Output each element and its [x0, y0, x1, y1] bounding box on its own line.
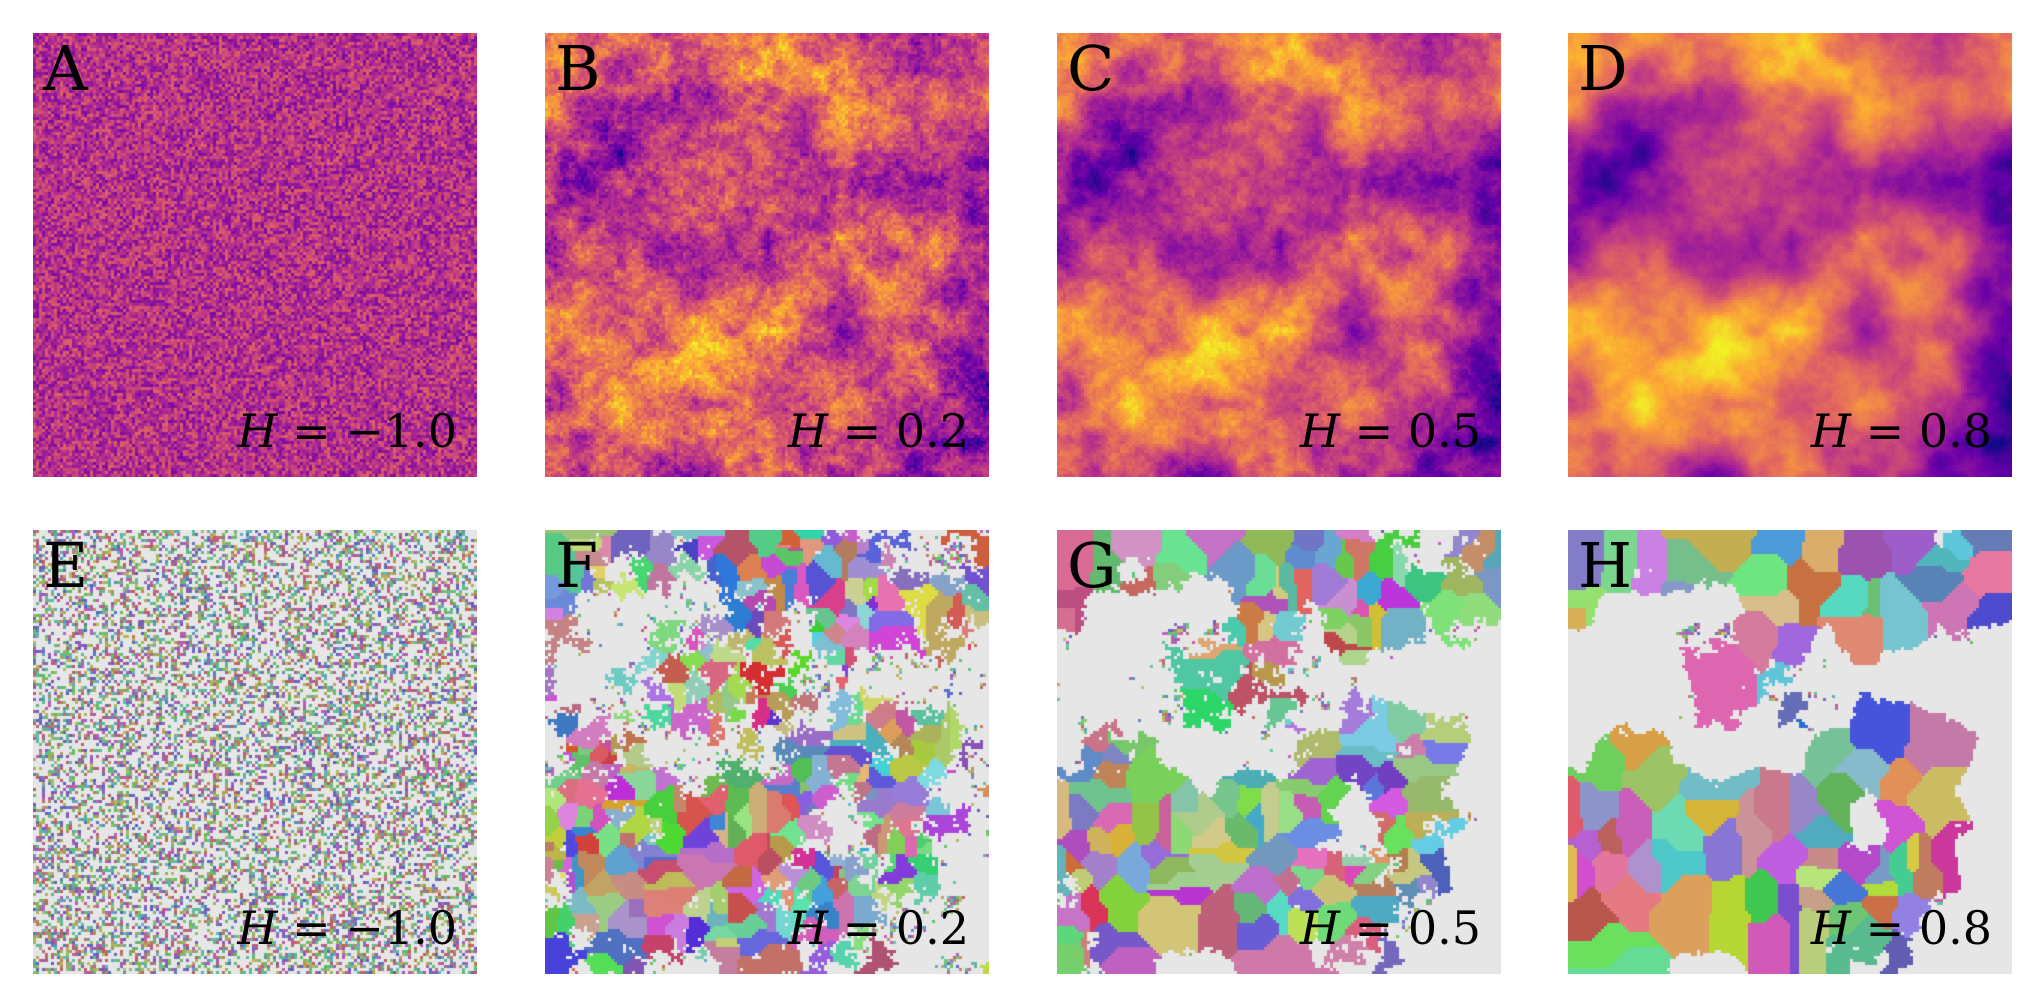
panel-letter: D	[1578, 33, 1628, 105]
hurst-symbol: H	[1299, 901, 1341, 955]
hurst-symbol: H	[237, 901, 278, 955]
cluster-panel-h: H H = 0.8	[1568, 530, 2012, 974]
hurst-value: = 0.8	[1851, 901, 1992, 955]
field-panel-b: B H = 0.2	[545, 33, 989, 477]
field-panel-c: C H = 0.5	[1057, 33, 1501, 477]
cluster-panel-g: G H = 0.5	[1057, 530, 1501, 974]
panel-letter: E	[43, 530, 89, 602]
panel-letter: B	[555, 33, 601, 105]
hurst-symbol: H	[1810, 901, 1852, 955]
hurst-label: H = 0.5	[1300, 405, 1481, 457]
hurst-label: H = 0.8	[1811, 405, 1992, 457]
hurst-label: H = 0.2	[788, 405, 969, 457]
hurst-label: H = −1.0	[237, 405, 457, 457]
hurst-symbol: H	[787, 404, 829, 458]
hurst-label: H = 0.8	[1811, 902, 1992, 954]
hurst-symbol: H	[1810, 404, 1852, 458]
panel-letter: C	[1067, 33, 1115, 105]
hurst-label: H = 0.5	[1300, 902, 1481, 954]
panel-letter: G	[1067, 530, 1117, 602]
field-image	[1568, 33, 2012, 477]
hurst-symbol: H	[237, 404, 278, 458]
hurst-value: = 0.8	[1851, 404, 1992, 458]
hurst-value: = 0.5	[1340, 404, 1481, 458]
panel-letter: A	[43, 33, 88, 105]
cluster-image	[545, 530, 989, 974]
hurst-label: H = 0.2	[788, 902, 969, 954]
hurst-value: = 0.2	[828, 404, 969, 458]
cluster-image	[1568, 530, 2012, 974]
hurst-symbol: H	[1299, 404, 1341, 458]
hurst-value: = −1.0	[277, 901, 457, 955]
cluster-panel-f: F H = 0.2	[545, 530, 989, 974]
field-image	[545, 33, 989, 477]
field-image	[1057, 33, 1501, 477]
hurst-value: = 0.5	[1340, 901, 1481, 955]
hurst-label: H = −1.0	[237, 902, 457, 954]
hurst-value: = −1.0	[277, 404, 457, 458]
cluster-image	[33, 530, 477, 974]
hurst-value: = 0.2	[828, 901, 969, 955]
field-image	[33, 33, 477, 477]
cluster-panel-e: E H = −1.0	[33, 530, 477, 974]
cluster-image	[1057, 530, 1501, 974]
field-panel-d: D H = 0.8	[1568, 33, 2012, 477]
hurst-symbol: H	[787, 901, 829, 955]
panel-letter: F	[555, 530, 599, 602]
panel-letter: H	[1578, 530, 1633, 602]
field-panel-a: A H = −1.0	[33, 33, 477, 477]
